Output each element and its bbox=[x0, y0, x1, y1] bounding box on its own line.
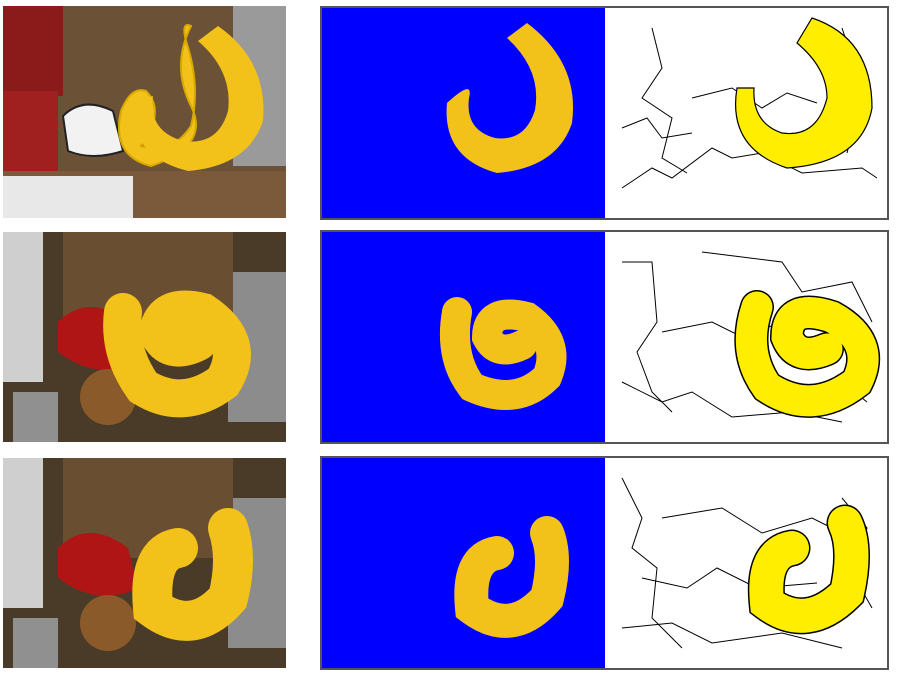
input-photo-3 bbox=[3, 458, 286, 668]
figure-row-3 bbox=[0, 456, 899, 670]
segmentation-panel-3 bbox=[320, 456, 889, 670]
figure-row-2 bbox=[0, 230, 899, 444]
segmentation-panel-2 bbox=[320, 230, 889, 444]
input-photo-2 bbox=[3, 232, 286, 442]
segmentation-panel-1 bbox=[320, 6, 889, 220]
input-photo-1 bbox=[3, 6, 286, 218]
figure-row-1 bbox=[0, 6, 899, 220]
